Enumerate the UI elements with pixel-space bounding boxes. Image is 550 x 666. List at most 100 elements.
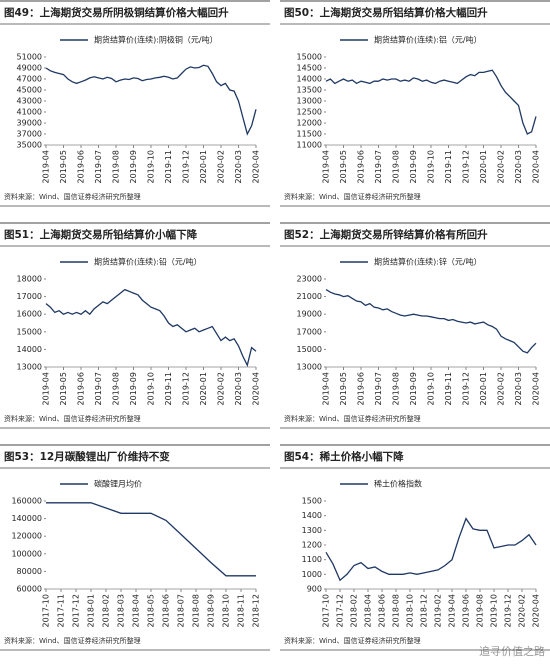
x-tick-label: 2019-08 (112, 372, 121, 405)
y-tick-label: 16000 (17, 310, 42, 319)
x-tick-label: 2019-04 (448, 594, 457, 627)
watermark: 追寻价值之路 (479, 644, 545, 658)
y-tick-label: 39000 (17, 119, 42, 128)
y-tick-label: 17000 (297, 327, 322, 336)
series-line (325, 69, 537, 135)
y-tick-label: 80000 (17, 567, 42, 576)
x-tick-label: 2018-10 (222, 594, 231, 627)
y-tick-label: 11500 (297, 130, 322, 139)
series-line (325, 517, 537, 582)
y-tick-label: 1200 (302, 541, 322, 550)
x-tick-label: 2019-10 (147, 150, 156, 183)
x-tick-label: 2020-04 (532, 594, 541, 627)
x-tick-label: 2019-06 (357, 372, 366, 405)
y-tick-label: 17000 (17, 292, 42, 301)
y-tick-label: 13000 (297, 363, 322, 372)
y-tick-label: 1100 (302, 555, 322, 564)
x-tick-label: 2018-07 (177, 594, 186, 627)
x-tick-label: 2018-02 (350, 594, 359, 627)
x-tick-label: 2019-09 (409, 150, 418, 183)
legend-label: 期货结算价(连续):铅（元/吨） (94, 257, 202, 267)
x-tick-label: 2019-11 (164, 372, 173, 405)
x-tick-label: 2017-12 (336, 594, 345, 627)
source-note: 资料来源：Wind、国信证券经济研究所整理 (284, 414, 421, 423)
x-tick-label: 2019-08 (476, 594, 485, 627)
x-tick-label: 2019-12 (462, 372, 471, 405)
y-tick-label: 49000 (17, 64, 42, 73)
y-tick-label: 13000 (17, 363, 42, 372)
source-note: 资料来源：Wind、国信证券经济研究所整理 (284, 636, 421, 645)
x-tick-label: 2017-11 (57, 594, 66, 627)
y-tick-label: 15000 (297, 53, 322, 62)
x-tick-label: 2018-01 (87, 594, 96, 627)
x-tick-label: 2019-09 (129, 150, 138, 183)
x-tick-label: 2019-11 (164, 150, 173, 183)
x-tick-label: 2020-01 (199, 372, 208, 405)
x-tick-label: 2019-06 (357, 150, 366, 183)
chart-title: 图54：稀土价格小幅下降 (284, 450, 404, 463)
x-tick-label: 2019-05 (339, 150, 348, 183)
x-tick-label: 2019-05 (339, 372, 348, 405)
legend-label: 期货结算价(连续):阴极铜（元/吨） (94, 35, 218, 45)
x-tick-label: 2018-12 (420, 594, 429, 627)
legend-label: 期货结算价(连续):铝（元/吨） (374, 35, 482, 45)
x-tick-label: 2020-04 (252, 372, 261, 405)
x-tick-label: 2018-02 (102, 594, 111, 627)
series-line (45, 288, 257, 368)
x-tick-label: 2020-02 (518, 594, 527, 627)
x-tick-label: 2020-01 (479, 150, 488, 183)
x-tick-label: 2020-03 (514, 150, 523, 183)
y-tick-label: 1000 (302, 570, 322, 579)
y-tick-label: 23000 (297, 275, 322, 284)
y-tick-label: 900 (307, 585, 322, 594)
y-tick-label: 15000 (17, 327, 42, 336)
y-tick-label: 43000 (17, 97, 42, 106)
chart-title: 图50：上海期货交易所铝结算价格大幅回升 (284, 6, 488, 19)
x-tick-label: 2019-04 (42, 150, 51, 183)
x-tick-label: 2018-11 (237, 594, 246, 627)
x-tick-label: 2019-10 (147, 372, 156, 405)
x-tick-label: 2019-12 (504, 594, 513, 627)
x-tick-label: 2018-09 (207, 594, 216, 627)
x-tick-label: 2019-07 (374, 150, 383, 183)
x-tick-label: 2019-10 (490, 594, 499, 627)
x-tick-label: 2020-02 (217, 150, 226, 183)
source-note: 资料来源：Wind、国信证券经济研究所整理 (4, 636, 141, 645)
x-tick-label: 2019-11 (444, 150, 453, 183)
x-tick-label: 2020-02 (497, 372, 506, 405)
x-tick-label: 2019-08 (112, 150, 121, 183)
y-tick-label: 14000 (297, 75, 322, 84)
x-tick-label: 2019-10 (427, 150, 436, 183)
chart-title: 图49：上海期货交易所阴极铜结算价格大幅回升 (4, 6, 229, 19)
x-tick-label: 2019-12 (462, 150, 471, 183)
y-tick-label: 1400 (302, 511, 322, 520)
x-tick-label: 2020-03 (234, 372, 243, 405)
x-tick-label: 2018-08 (392, 594, 401, 627)
y-tick-label: 13000 (297, 97, 322, 106)
x-tick-label: 2018-04 (364, 594, 373, 627)
x-tick-label: 2019-09 (409, 372, 418, 405)
series-line (45, 64, 257, 136)
x-tick-label: 2017-10 (322, 594, 331, 627)
x-tick-label: 2019-06 (77, 150, 86, 183)
y-tick-label: 1300 (302, 526, 322, 535)
x-tick-label: 2019-11 (444, 372, 453, 405)
x-tick-label: 2019-12 (182, 372, 191, 405)
y-tick-label: 51000 (17, 53, 42, 62)
x-tick-label: 2017-12 (72, 594, 81, 627)
x-tick-label: 2020-01 (199, 150, 208, 183)
x-tick-label: 2018-12 (252, 594, 261, 627)
source-note: 资料来源：Wind、国信证券经济研究所整理 (284, 192, 421, 201)
x-tick-label: 2020-03 (514, 372, 523, 405)
x-tick-label: 2020-04 (532, 150, 541, 183)
x-tick-label: 2019-04 (42, 372, 51, 405)
chart-title: 图51：上海期货交易所铅结算价小幅下降 (4, 228, 198, 241)
x-tick-label: 2020-02 (217, 372, 226, 405)
y-tick-label: 140000 (11, 514, 42, 523)
x-tick-label: 2019-04 (322, 150, 331, 183)
x-tick-label: 2019-05 (59, 150, 68, 183)
source-note: 资料来源：Wind、国信证券经济研究所整理 (4, 192, 141, 201)
y-tick-label: 12500 (297, 108, 322, 117)
x-tick-label: 2019-06 (77, 372, 86, 405)
y-tick-label: 13500 (297, 86, 322, 95)
